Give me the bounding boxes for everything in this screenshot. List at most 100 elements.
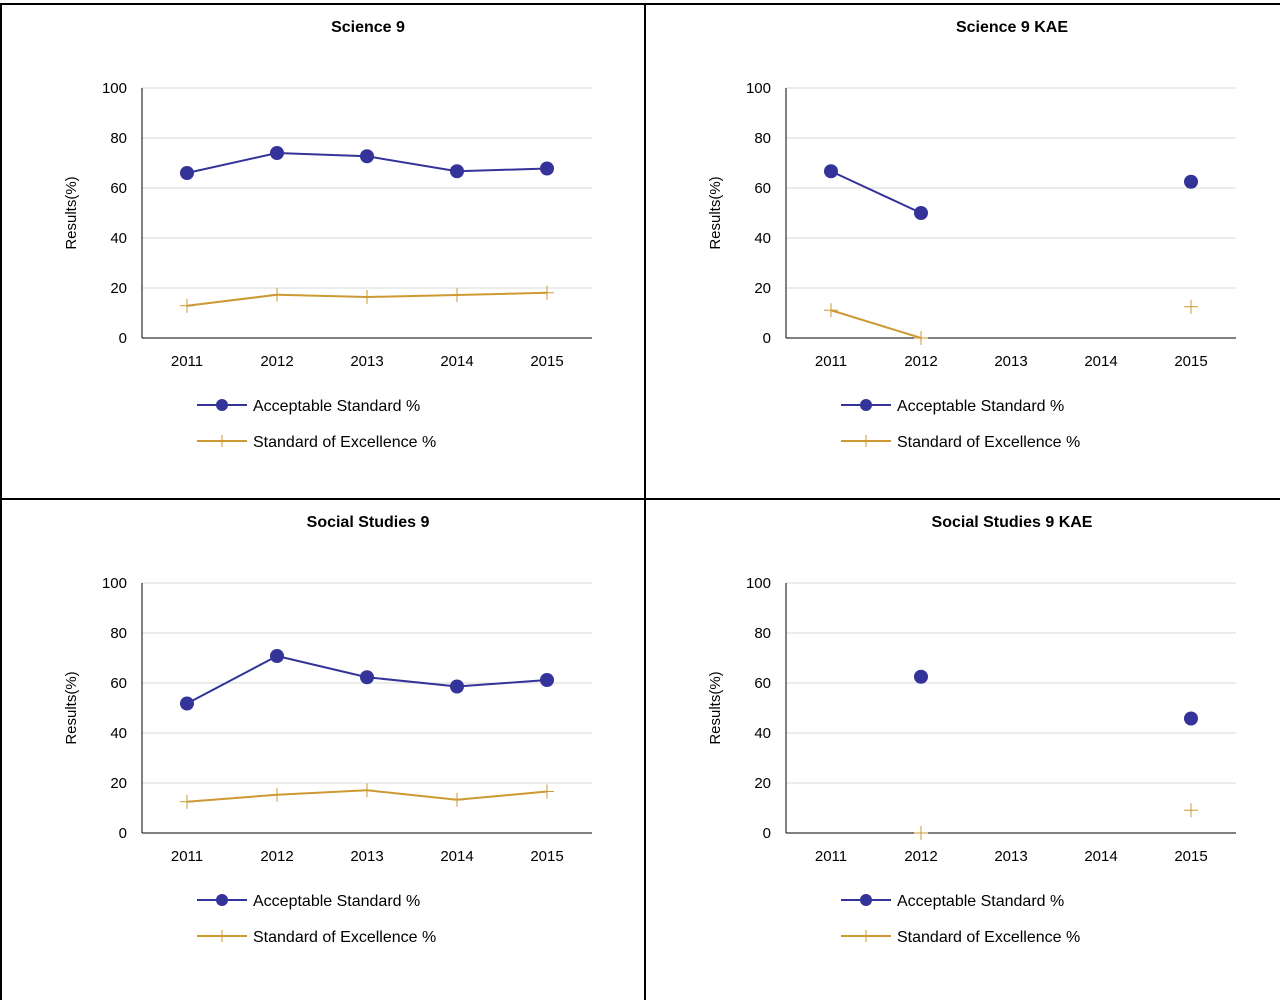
chart-panel-social-studies-9: Social Studies 9 0 20 40 60 80 100 2011 2012 2013… bbox=[0, 498, 646, 1000]
acceptable-standard-point bbox=[180, 696, 194, 711]
y-tick-label: 0 bbox=[763, 825, 771, 842]
legend-item-standard-of-excellence: Standard of Excellence % bbox=[197, 929, 436, 946]
acceptable-standard-point bbox=[914, 669, 928, 684]
acceptable-standard-point bbox=[540, 673, 554, 687]
chart-panel-social-studies-9-kae: Social Studies 9 KAE 0 20 40 60 80 100 2011 2012… bbox=[644, 498, 1280, 1000]
legend-label: Standard of Excellence % bbox=[897, 929, 1080, 946]
standard-of-excellence-point bbox=[540, 784, 554, 799]
acceptable-standard-point bbox=[1184, 711, 1198, 726]
y-tick-label: 20 bbox=[754, 280, 771, 297]
chart-panel-science-9-kae: Science 9 KAE 0 20 40 60 80 100 2011 2012 2013 201… bbox=[644, 3, 1280, 500]
y-tick-label: 0 bbox=[119, 330, 127, 347]
x-tick-label: 2013 bbox=[350, 848, 383, 865]
y-tick-label: 40 bbox=[110, 230, 127, 247]
chart-science-9: Science 9 0 20 40 60 80 100 2011 2012 2013 2014 201… bbox=[63, 19, 592, 451]
y-tick-label: 80 bbox=[110, 130, 127, 147]
legend-label: Acceptable Standard % bbox=[897, 398, 1064, 415]
standard-of-excellence-point bbox=[360, 290, 374, 304]
x-tick-label: 2011 bbox=[171, 353, 203, 370]
x-tick-label: 2014 bbox=[440, 353, 473, 370]
legend-item-acceptable-standard: Acceptable Standard % bbox=[841, 398, 1064, 415]
acceptable-standard-point bbox=[824, 164, 838, 179]
x-tick-label: 2012 bbox=[260, 848, 293, 865]
chart-title: Science 9 KAE bbox=[956, 19, 1068, 36]
standard-of-excellence-line-segment bbox=[276, 293, 368, 298]
legend-item-standard-of-excellence: Standard of Excellence % bbox=[841, 929, 1080, 946]
y-tick-label: 100 bbox=[102, 575, 127, 592]
x-tick-label: 2015 bbox=[530, 848, 563, 865]
x-tick-label: 2013 bbox=[350, 353, 383, 370]
x-tick-label: 2011 bbox=[815, 353, 847, 370]
chart-social-studies-9-kae: Social Studies 9 KAE 0 20 40 60 80 100 2011 2012… bbox=[707, 514, 1236, 946]
standard-of-excellence-point bbox=[270, 287, 284, 302]
chart-title: Science 9 bbox=[331, 19, 405, 36]
acceptable-standard-line-segment bbox=[456, 679, 548, 688]
x-tick-label: 2011 bbox=[171, 848, 203, 865]
acceptable-standard-point bbox=[270, 649, 284, 663]
standard-of-excellence-line-segment bbox=[276, 789, 368, 796]
y-axis-label: Results(%) bbox=[63, 176, 80, 249]
legend-item-acceptable-standard: Acceptable Standard % bbox=[197, 893, 420, 910]
standard-of-excellence-line-segment bbox=[456, 291, 548, 296]
chart-panel-science-9: Science 9 0 20 40 60 80 100 2011 2012 2013 2014 201… bbox=[0, 3, 646, 500]
standard-of-excellence-point bbox=[540, 285, 554, 300]
standard-of-excellence-point bbox=[360, 783, 374, 798]
legend-label: Standard of Excellence % bbox=[253, 929, 436, 946]
acceptable-standard-line-segment bbox=[456, 167, 548, 173]
acceptable-standard-line-segment bbox=[830, 170, 922, 214]
y-tick-label: 40 bbox=[754, 230, 771, 247]
acceptable-standard-line-segment bbox=[276, 655, 368, 679]
x-tick-label: 2015 bbox=[1174, 848, 1207, 865]
standard-of-excellence-line-segment bbox=[366, 294, 458, 298]
chart-science-9-kae: Science 9 KAE 0 20 40 60 80 100 2011 2012 2013 201… bbox=[707, 19, 1236, 451]
standard-of-excellence-point bbox=[914, 826, 928, 840]
standard-of-excellence-point bbox=[180, 298, 194, 313]
legend-item-standard-of-excellence: Standard of Excellence % bbox=[841, 434, 1080, 451]
acceptable-standard-line-segment bbox=[366, 155, 458, 173]
standard-of-excellence-point bbox=[1184, 803, 1198, 818]
acceptable-standard-point bbox=[450, 679, 464, 694]
y-tick-label: 40 bbox=[110, 725, 127, 742]
acceptable-standard-line-segment bbox=[276, 152, 368, 158]
x-tick-label: 2013 bbox=[994, 353, 1027, 370]
standard-of-excellence-point bbox=[450, 792, 464, 807]
legend-item-acceptable-standard: Acceptable Standard % bbox=[841, 893, 1064, 910]
y-tick-label: 80 bbox=[110, 625, 127, 642]
standard-of-excellence-line-segment bbox=[186, 293, 278, 307]
standard-of-excellence-point bbox=[270, 787, 284, 802]
x-tick-label: 2012 bbox=[904, 353, 937, 370]
y-tick-label: 60 bbox=[110, 180, 127, 197]
x-tick-label: 2013 bbox=[994, 848, 1027, 865]
y-tick-label: 60 bbox=[110, 675, 127, 692]
acceptable-standard-point bbox=[914, 206, 928, 220]
acceptable-standard-line-segment bbox=[186, 152, 278, 174]
y-tick-label: 80 bbox=[754, 625, 771, 642]
y-tick-label: 0 bbox=[119, 825, 127, 842]
y-axis-label: Results(%) bbox=[63, 671, 80, 744]
legend-label: Acceptable Standard % bbox=[253, 893, 420, 910]
acceptable-standard-point bbox=[1184, 174, 1198, 189]
standard-of-excellence-line-segment bbox=[456, 790, 548, 801]
x-tick-label: 2014 bbox=[1084, 848, 1117, 865]
legend-label: Standard of Excellence % bbox=[897, 434, 1080, 451]
y-tick-label: 100 bbox=[746, 80, 771, 97]
x-tick-label: 2014 bbox=[1084, 353, 1117, 370]
y-axis-label: Results(%) bbox=[707, 176, 724, 249]
y-tick-label: 40 bbox=[754, 725, 771, 742]
y-axis-label: Results(%) bbox=[707, 671, 724, 744]
y-tick-label: 20 bbox=[754, 775, 771, 792]
x-tick-label: 2012 bbox=[260, 353, 293, 370]
legend-item-standard-of-excellence: Standard of Excellence % bbox=[197, 434, 436, 451]
y-tick-label: 100 bbox=[102, 80, 127, 97]
acceptable-standard-point bbox=[360, 149, 374, 164]
y-tick-label: 20 bbox=[110, 280, 127, 297]
standard-of-excellence-point bbox=[824, 303, 838, 318]
y-tick-label: 100 bbox=[746, 575, 771, 592]
acceptable-standard-point bbox=[270, 146, 284, 160]
standard-of-excellence-point bbox=[914, 331, 928, 345]
x-tick-label: 2011 bbox=[815, 848, 847, 865]
x-tick-label: 2015 bbox=[1174, 353, 1207, 370]
standard-of-excellence-point bbox=[450, 288, 464, 302]
standard-of-excellence-point bbox=[1184, 299, 1198, 314]
